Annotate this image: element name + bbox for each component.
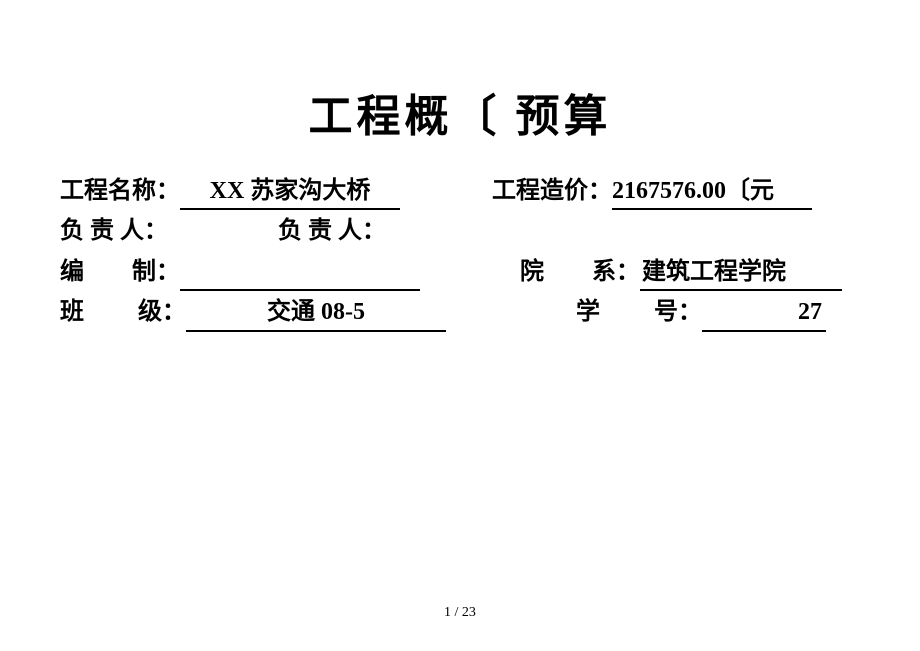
row-compile-dept: 编 制： 院 系： 建筑工程学院 [60, 253, 860, 291]
field-department: 院 系： 建筑工程学院 [520, 253, 842, 291]
field-responsible-2: 负 责 人： [278, 212, 386, 250]
spacer [168, 212, 278, 250]
value-compiled-by [180, 256, 420, 292]
field-compiled-by: 编 制： [60, 253, 420, 291]
field-class: 班 级： 交通 08-5 [60, 293, 446, 331]
value-class: 交通 08-5 [186, 296, 446, 332]
value-department: 建筑工程学院 [640, 256, 842, 292]
label-compiled-by: 编 制： [60, 253, 180, 291]
label-student-no: 学 号： [576, 293, 702, 331]
spacer [446, 293, 576, 331]
label-responsible-1: 负 责 人： [60, 212, 168, 250]
label-project-name: 工程名称： [60, 172, 180, 210]
row-responsible: 负 责 人： 负 责 人： [60, 212, 860, 250]
field-responsible-1: 负 责 人： [60, 212, 168, 250]
row-class-sno: 班 级： 交通 08-5 学 号： 27 [60, 293, 860, 331]
page-footer: 1 / 23 [0, 605, 920, 621]
field-student-no: 学 号： 27 [576, 293, 826, 331]
document-page: 工程概〔 预算 工程名称： XX 苏家沟大桥 工程造价： 2167576.00〔… [0, 0, 920, 651]
field-project-cost: 工程造价： 2167576.00〔元 [492, 172, 812, 210]
spacer [400, 172, 492, 210]
spacer [420, 253, 520, 291]
page-title: 工程概〔 预算 [60, 80, 860, 144]
label-department: 院 系： [520, 253, 640, 291]
row-project: 工程名称： XX 苏家沟大桥 工程造价： 2167576.00〔元 [60, 172, 860, 210]
value-project-name: XX 苏家沟大桥 [180, 175, 400, 211]
label-project-cost: 工程造价： [492, 172, 612, 210]
value-student-no: 27 [702, 296, 826, 332]
value-project-cost: 2167576.00〔元 [612, 175, 812, 211]
field-project-name: 工程名称： XX 苏家沟大桥 [60, 172, 400, 210]
label-responsible-2: 负 责 人： [278, 212, 386, 250]
label-class: 班 级： [60, 293, 186, 331]
